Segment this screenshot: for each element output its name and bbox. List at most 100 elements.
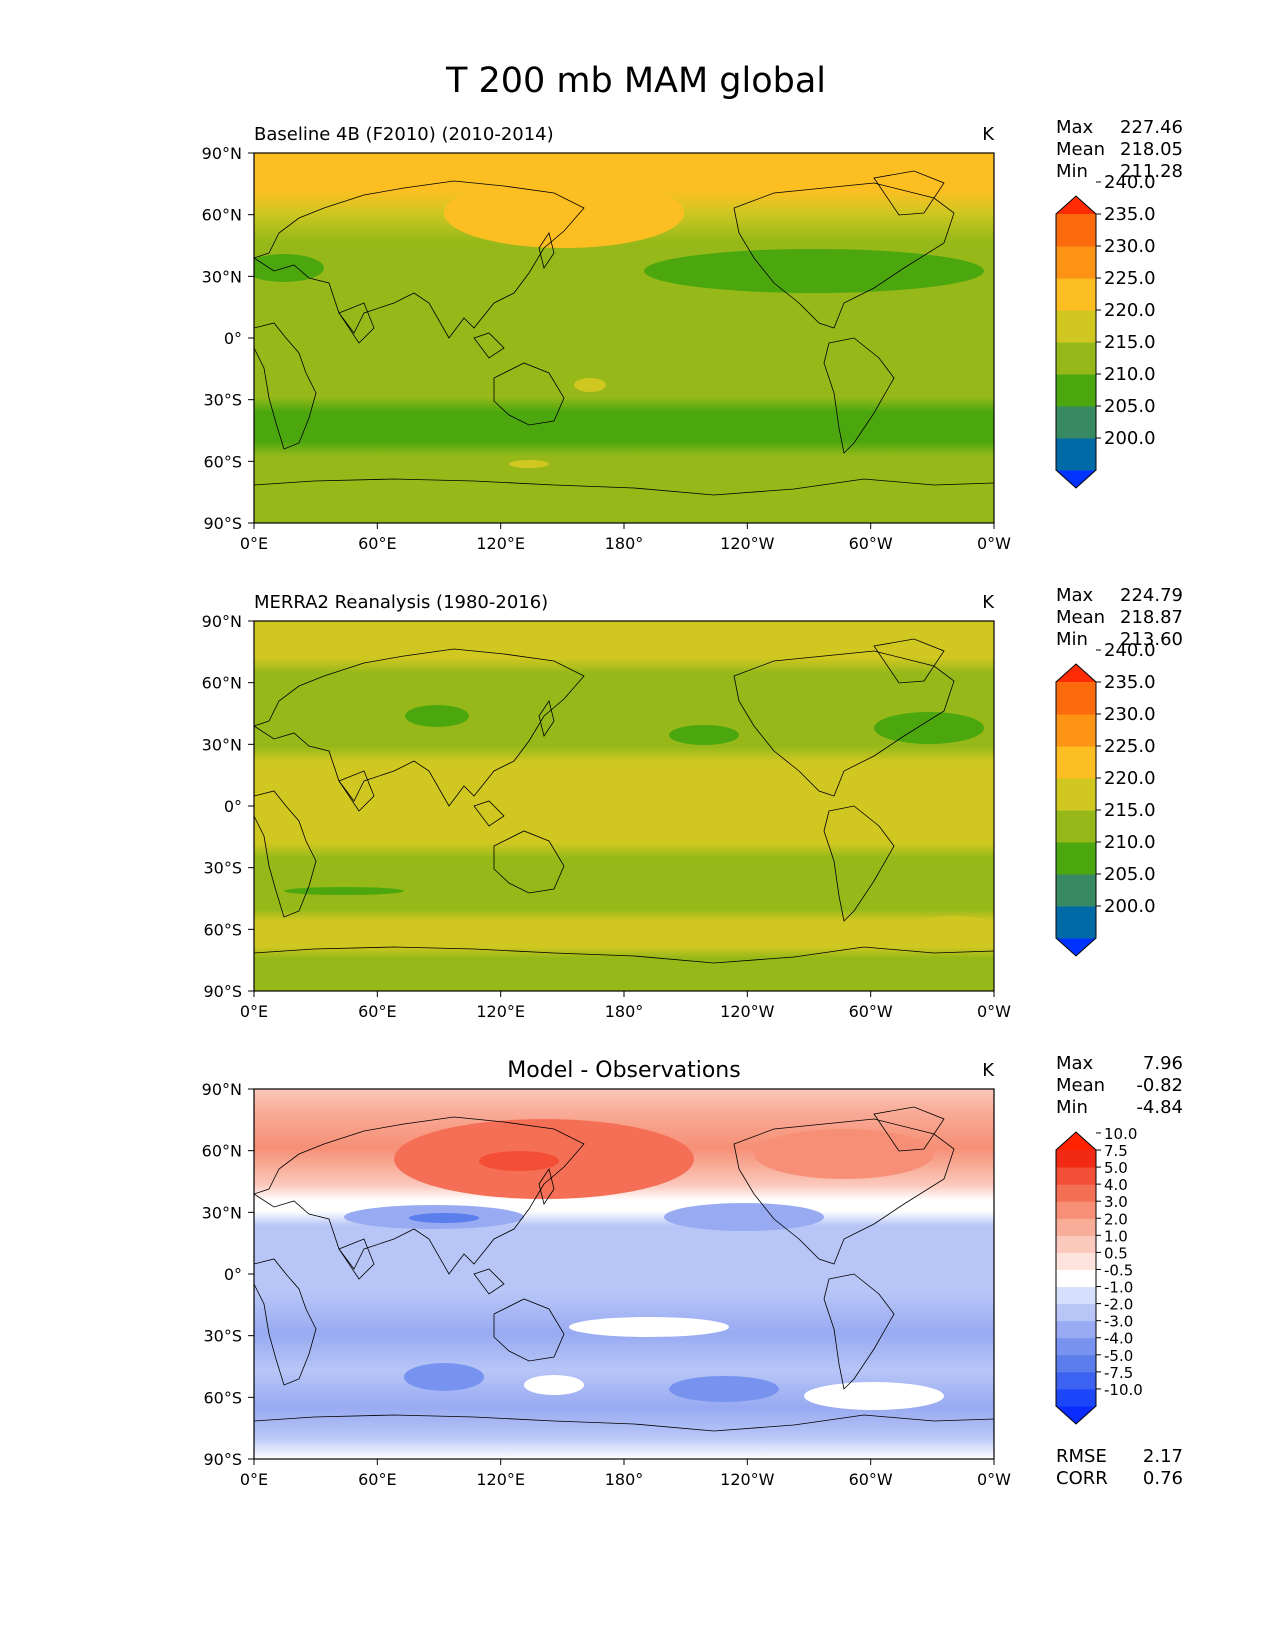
colorbar-tick-label: -5.0 [1104, 1347, 1133, 1365]
colorbar-tick-label: 200.0 [1104, 428, 1156, 449]
colorbar-segment [1056, 406, 1096, 439]
lat-tick-label: 60°N [202, 206, 242, 225]
units-label: K [982, 124, 995, 145]
colorbar-segment [1056, 1388, 1096, 1407]
stat-value: 227.46 [1120, 117, 1183, 138]
lon-tick-label: 60°W [849, 534, 893, 553]
lat-tick-label: 60°S [203, 1388, 242, 1407]
units-label: K [982, 592, 995, 613]
colorbar-segment [1056, 746, 1096, 779]
colorbar-segment [1056, 310, 1096, 343]
lat-tick-label: 0° [224, 329, 242, 348]
model-cold-patch-atlantic [254, 254, 324, 282]
lat-axis: 90°N 60°N 30°N 0° 30°S 60°S 90°S [202, 1080, 254, 1469]
colorbar-tick-label: 225.0 [1104, 268, 1156, 289]
colorbar-tick-label: -3.0 [1104, 1313, 1133, 1331]
stat-value: 7.96 [1143, 1053, 1183, 1074]
colorbar-segment [1056, 714, 1096, 747]
side-panel-diff: Max 7.96 Mean -0.82 Min -4.84 -10.0-7.5-5.0-4.… [1055, 1053, 1183, 1489]
colorbar-segment [1056, 1371, 1096, 1390]
colorbar-segment [1056, 1235, 1096, 1253]
colorbar-tick-label: 215.0 [1104, 332, 1156, 353]
colorbar-segment [1056, 374, 1096, 407]
colorbar-tick-label: 10.0 [1104, 1125, 1137, 1143]
colorbar-segment [1056, 246, 1096, 279]
lat-tick-label: 90°N [202, 612, 242, 631]
colorbar-segment [1056, 874, 1096, 907]
lat-tick-label: 90°S [203, 1450, 242, 1469]
colorbar-segment [1056, 1150, 1096, 1168]
colorbar-tick-label: 5.0 [1104, 1159, 1128, 1177]
colorbar-tick-label: 7.5 [1104, 1142, 1128, 1160]
colorbar-segment [1056, 278, 1096, 311]
colorbar-tick-label: 210.0 [1104, 832, 1156, 853]
diff-neutral-patch-southern [524, 1375, 584, 1395]
colorbar-tick-label: 205.0 [1104, 864, 1156, 885]
colorbar-tick-label: -1.0 [1104, 1279, 1133, 1297]
colorbar-segment [1056, 1303, 1096, 1322]
colorbar-min-extension [1056, 470, 1096, 488]
stat-value: -0.82 [1136, 1075, 1183, 1096]
stat-label: Max [1056, 585, 1094, 606]
colorbar-tick-label: 0.5 [1104, 1244, 1128, 1262]
colorbar-segment [1056, 1184, 1096, 1202]
stat-value: 224.79 [1120, 585, 1183, 606]
colorbar-tick-label: 240.0 [1104, 172, 1156, 193]
lon-tick-label: 60°W [849, 1470, 893, 1489]
lon-tick-label: 0°E [240, 534, 268, 553]
colorbar-segment [1056, 906, 1096, 939]
panel-model: 90°N 60°N 30°N 0° 30°S 60°S 90°S 0°E 60°E 120°E 1… [202, 124, 1012, 553]
diff-cold-core-asia [409, 1213, 479, 1223]
colorbar-tick-label: 2.0 [1104, 1210, 1128, 1228]
stat-label: Min [1056, 629, 1088, 650]
lon-axis: 0°E 60°E 120°E 180° 120°W 60°W 0°W [240, 523, 1011, 553]
metric-value: 0.76 [1143, 1468, 1183, 1489]
colorbar-tick-label: 225.0 [1104, 736, 1156, 757]
stat-label: Mean [1056, 1075, 1105, 1096]
colorbar-segment [1056, 1167, 1096, 1185]
colorbar-tick-label: -2.0 [1104, 1296, 1133, 1314]
lat-tick-label: 90°S [203, 982, 242, 1001]
lat-axis: 90°N 60°N 30°N 0° 30°S 60°S 90°S [202, 144, 254, 533]
colorbar-max-extension [1056, 196, 1096, 214]
lat-tick-label: 60°N [202, 674, 242, 693]
colorbar-tick-label: 3.0 [1104, 1193, 1128, 1211]
lat-tick-label: 90°S [203, 514, 242, 533]
lat-tick-label: 30°N [202, 267, 242, 286]
lat-tick-label: 30°S [203, 1327, 242, 1346]
colorbar-segment [1056, 1218, 1096, 1236]
colorbar-segment [1056, 1286, 1096, 1305]
colorbar-tick-label: 200.0 [1104, 896, 1156, 917]
lat-tick-label: 60°S [203, 452, 242, 471]
panel-title: Model - Observations [507, 1058, 740, 1083]
lon-axis: 0°E 60°E 120°E 180° 120°W 60°W 0°W [240, 1459, 1011, 1489]
diff-cold-patch-south-indian [404, 1363, 484, 1391]
lat-tick-label: 30°S [203, 391, 242, 410]
lon-tick-label: 120°W [720, 534, 775, 553]
stat-label: Max [1056, 1053, 1094, 1074]
colorbar-segment [1056, 1320, 1096, 1339]
colorbar-tick-label: 240.0 [1104, 640, 1156, 661]
colorbar-segment [1056, 1337, 1096, 1356]
colorbar-segment [1056, 778, 1096, 811]
colorbar-tick-label: -4.0 [1104, 1330, 1133, 1348]
stat-value: 211.28 [1120, 161, 1183, 182]
stat-value: -4.84 [1136, 1097, 1183, 1118]
lat-tick-label: 90°N [202, 1080, 242, 1099]
lon-tick-label: 60°W [849, 1002, 893, 1021]
obs-cold-patch-south-indian [284, 887, 404, 895]
lon-tick-label: 60°E [358, 1002, 396, 1021]
colorbar-min-extension [1056, 938, 1096, 956]
colorbar-tick-label: 230.0 [1104, 704, 1156, 725]
stat-value: 213.60 [1120, 629, 1183, 650]
colorbar-min-extension [1056, 1406, 1096, 1424]
stat-label: Min [1056, 161, 1088, 182]
model-cold-patch-pacific [644, 249, 984, 293]
colorbar-segment [1056, 438, 1096, 471]
colorbar-tick-label: 235.0 [1104, 204, 1156, 225]
lat-tick-label: 60°S [203, 920, 242, 939]
obs-cold-patch-pacific [669, 725, 739, 745]
figure-title: T 200 mb MAM global [445, 61, 826, 101]
lon-tick-label: 120°E [476, 534, 525, 553]
